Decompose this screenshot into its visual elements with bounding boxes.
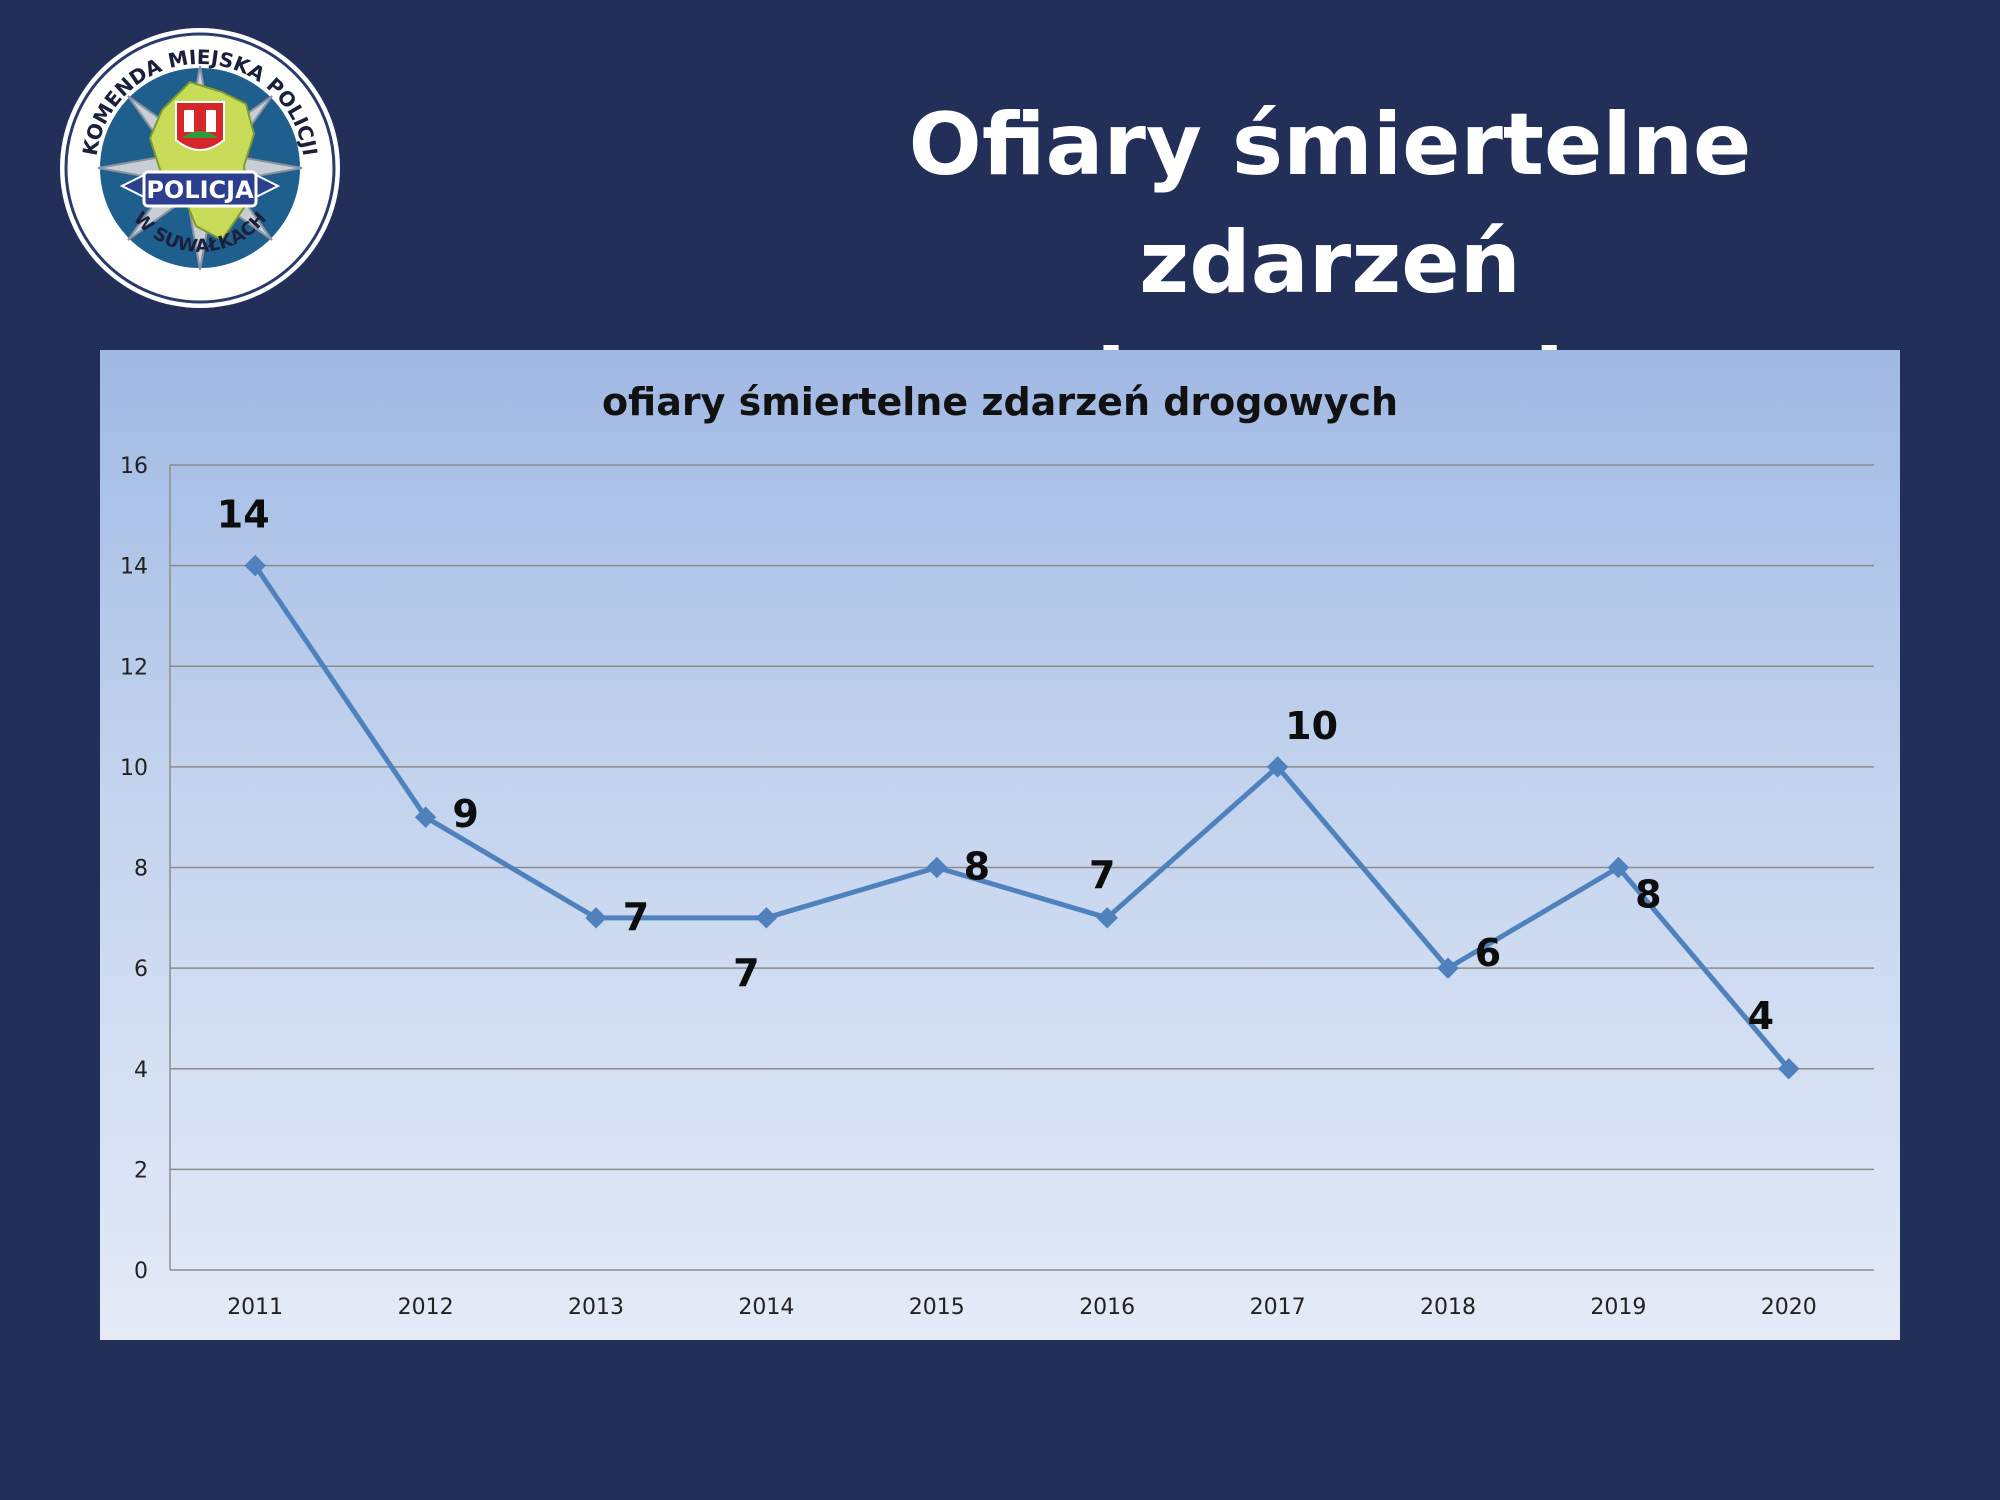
data-point-marker [244,554,266,577]
data-point-marker [1096,907,1118,929]
data-label: 8 [1635,873,1661,917]
x-tick-label: 2013 [568,1295,624,1320]
y-tick-label: 10 [120,756,148,781]
x-tick-label: 2011 [227,1295,283,1320]
data-point-marker [414,806,437,828]
slide-title-line-1: Ofiary śmiertelne zdarzeń [908,95,1752,313]
svg-text:POLICJA: POLICJA [146,176,254,204]
data-label: 7 [623,895,649,939]
x-tick-label: 2015 [909,1295,965,1320]
data-point-marker [1607,856,1630,879]
data-label: 14 [217,493,270,537]
y-tick-label: 14 [120,555,148,580]
x-tick-label: 2019 [1590,1295,1646,1320]
data-label: 7 [733,951,759,995]
y-tick-label: 16 [120,454,148,479]
x-tick-label: 2014 [738,1295,794,1320]
y-tick-label: 8 [134,857,148,882]
data-point-marker [926,856,948,879]
police-logo: POLICJA KOMENDA MIEJSKA POLICJI W SUWAŁK… [60,28,340,308]
chart-title: ofiary śmiertelne zdarzeń drogowych [602,380,1398,424]
data-point-marker [585,907,607,929]
x-tick-label: 2012 [398,1295,454,1320]
y-tick-label: 2 [134,1158,148,1183]
chart-panel: ofiary śmiertelne zdarzeń drogowych 0 2 4 6… [100,350,1900,1340]
x-tick-label: 2016 [1079,1295,1135,1320]
x-tick-label: 2017 [1250,1295,1306,1320]
data-point-marker [1778,1058,1800,1080]
x-tick-label: 2018 [1420,1295,1476,1320]
series-line [253,564,1791,1071]
y-tick-label: 0 [134,1259,148,1284]
data-point-marker [1437,957,1459,979]
data-label: 8 [964,845,990,889]
data-point-marker [755,907,778,929]
y-tick-label: 4 [134,1058,148,1083]
data-label: 6 [1475,931,1501,975]
data-label: 7 [1089,853,1115,897]
x-tick-label: 2020 [1761,1295,1817,1320]
y-tick-label: 12 [120,655,148,680]
y-tick-label: 6 [134,957,148,982]
data-point-marker [1266,756,1289,778]
data-label: 4 [1748,994,1774,1038]
data-label: 9 [452,792,478,836]
line-chart: ofiary śmiertelne zdarzeń drogowych 0 2 4 6… [120,380,1874,1320]
data-label: 10 [1285,704,1338,748]
